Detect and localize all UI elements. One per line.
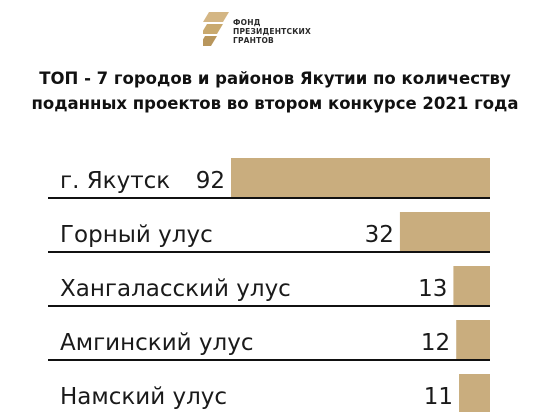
category-label-3: Хангаласский улус <box>60 276 291 302</box>
logo: ФОНД ПРЕЗИДЕНТСКИХ ГРАНТОВ <box>203 10 333 52</box>
bar-4 <box>456 320 490 359</box>
value-label-1: 92 <box>196 168 225 194</box>
bar-1 <box>231 158 490 197</box>
chart-title: ТОП - 7 городов и районов Якутии по коли… <box>10 66 540 116</box>
bar-2 <box>399 212 490 251</box>
category-label-5: Намский улус <box>60 384 227 410</box>
bar-3 <box>453 266 490 305</box>
value-label-5: 11 <box>424 384 453 410</box>
chart-title-line-1: ТОП - 7 городов и районов Якутии по коли… <box>39 69 511 88</box>
category-label-2: Горный улус <box>60 222 213 248</box>
logo-line-3: ГРАНТОВ <box>233 36 274 45</box>
category-label-1: г. Якутск <box>60 168 170 194</box>
category-label-4: Амгинский улус <box>60 330 253 356</box>
logo-text: ФОНД ПРЕЗИДЕНТСКИХ ГРАНТОВ <box>233 18 311 45</box>
chart-title-line-2: поданных проектов во втором конкурсе 202… <box>31 94 519 113</box>
fund-logo-icon <box>203 12 229 46</box>
value-label-2: 32 <box>365 222 394 248</box>
logo-line-2: ПРЕЗИДЕНТСКИХ <box>233 27 311 36</box>
value-label-4: 12 <box>421 330 450 356</box>
logo-line-1: ФОНД <box>233 18 261 27</box>
bar-5 <box>459 374 490 412</box>
value-label-3: 13 <box>418 276 447 302</box>
